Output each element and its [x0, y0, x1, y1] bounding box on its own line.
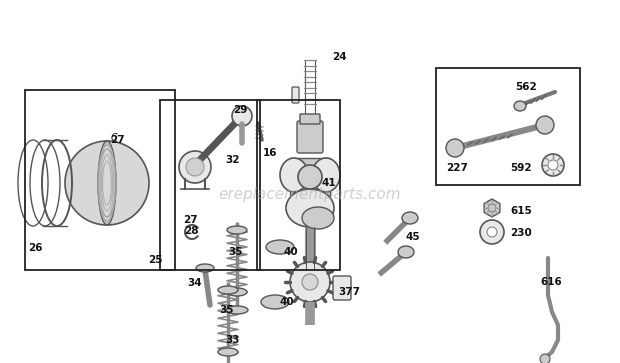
Text: 592: 592 [510, 163, 531, 173]
Text: 29: 29 [233, 105, 247, 115]
Ellipse shape [218, 286, 238, 294]
Ellipse shape [226, 306, 248, 314]
Circle shape [65, 141, 149, 225]
Text: 27: 27 [110, 135, 125, 145]
Ellipse shape [312, 158, 340, 192]
Bar [436, 68, 580, 185]
Text: 227: 227 [446, 163, 468, 173]
Ellipse shape [280, 158, 308, 192]
Text: 34: 34 [187, 278, 202, 288]
Text: 33: 33 [225, 335, 239, 345]
Text: 616: 616 [540, 277, 562, 287]
Text: 26: 26 [28, 243, 43, 253]
Ellipse shape [398, 246, 414, 258]
Text: 41: 41 [322, 178, 337, 188]
Circle shape [302, 274, 318, 290]
FancyBboxPatch shape [290, 158, 330, 196]
Text: 32: 32 [225, 155, 239, 165]
Ellipse shape [402, 212, 418, 224]
Ellipse shape [261, 295, 289, 309]
Text: 615: 615 [510, 206, 532, 216]
Circle shape [179, 151, 211, 183]
Text: 35: 35 [219, 305, 234, 315]
Ellipse shape [227, 288, 247, 296]
Text: 35: 35 [228, 247, 242, 257]
Ellipse shape [286, 189, 334, 227]
Ellipse shape [227, 226, 247, 234]
Circle shape [487, 227, 497, 237]
Circle shape [548, 160, 558, 170]
Text: 40: 40 [280, 297, 294, 307]
Text: 377: 377 [338, 287, 360, 297]
Ellipse shape [514, 101, 526, 111]
Ellipse shape [196, 264, 214, 272]
Text: 16: 16 [263, 148, 278, 158]
Circle shape [542, 154, 564, 176]
Text: 25: 25 [148, 255, 162, 265]
Text: ereplacementparts.com: ereplacementparts.com [219, 188, 401, 203]
Text: 45: 45 [406, 232, 420, 242]
Bar [160, 100, 260, 270]
Circle shape [536, 116, 554, 134]
Text: 24: 24 [332, 52, 347, 62]
Circle shape [488, 204, 496, 212]
Ellipse shape [218, 348, 238, 356]
Circle shape [480, 220, 504, 244]
Bar [257, 100, 340, 270]
Text: 40: 40 [283, 247, 298, 257]
Text: 562: 562 [515, 82, 537, 92]
Circle shape [232, 106, 252, 126]
FancyBboxPatch shape [300, 114, 320, 124]
Circle shape [186, 158, 204, 176]
FancyBboxPatch shape [333, 276, 351, 300]
Circle shape [446, 139, 464, 157]
Ellipse shape [302, 207, 334, 229]
Circle shape [290, 262, 330, 302]
Ellipse shape [266, 240, 294, 254]
Text: 27: 27 [183, 215, 198, 225]
FancyBboxPatch shape [297, 121, 323, 153]
Text: 230: 230 [510, 228, 532, 238]
Text: 28: 28 [184, 226, 198, 236]
FancyBboxPatch shape [292, 87, 299, 103]
Bar [25, 90, 175, 270]
Text: C: C [111, 133, 118, 143]
Circle shape [298, 165, 322, 189]
Circle shape [540, 354, 550, 363]
